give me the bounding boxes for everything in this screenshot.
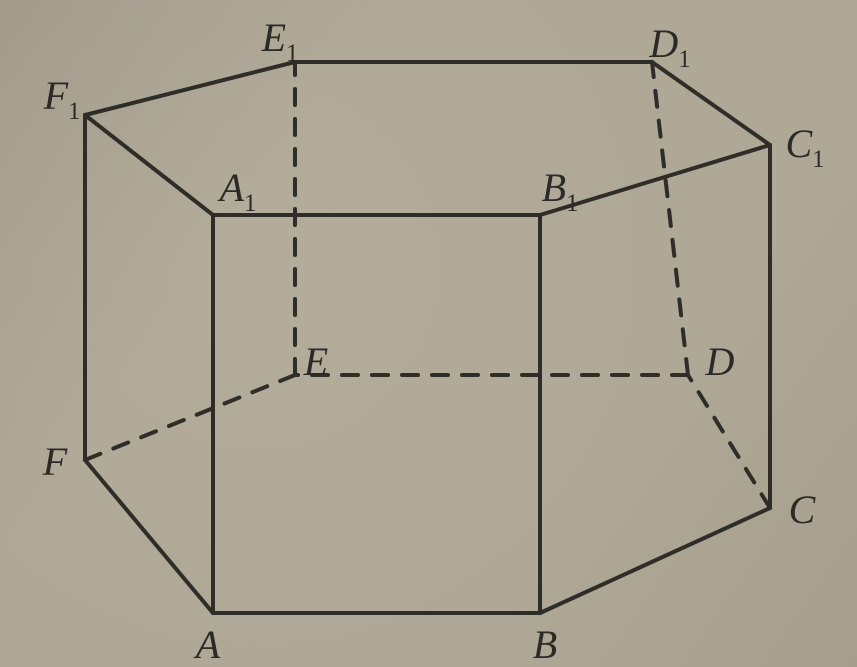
vertex-label-C1: C1 <box>785 124 824 172</box>
edge-B-C <box>540 508 770 613</box>
edge-E1-F1 <box>85 62 295 115</box>
vertex-label-F1: F1 <box>44 76 81 124</box>
vertex-label-E1: E1 <box>262 18 299 66</box>
edge-C1-D1 <box>652 62 770 145</box>
edge-F-A <box>85 460 213 613</box>
vertex-label-D1: D1 <box>649 24 690 72</box>
edge-E-F <box>85 375 295 460</box>
vertex-label-E: E <box>304 342 328 382</box>
vertex-label-C: C <box>789 490 816 530</box>
edge-D-D1 <box>652 62 688 375</box>
vertex-label-A1: A1 <box>220 168 257 216</box>
edge-F1-A1 <box>85 115 213 215</box>
vertex-label-B1: B1 <box>542 168 579 216</box>
vertex-label-D: D <box>706 342 735 382</box>
vertex-label-F: F <box>43 442 67 482</box>
hexagonal-prism-diagram <box>0 0 857 667</box>
edge-C-D <box>688 375 770 508</box>
vertex-label-B: B <box>533 625 557 665</box>
vertex-label-A: A <box>196 625 220 665</box>
